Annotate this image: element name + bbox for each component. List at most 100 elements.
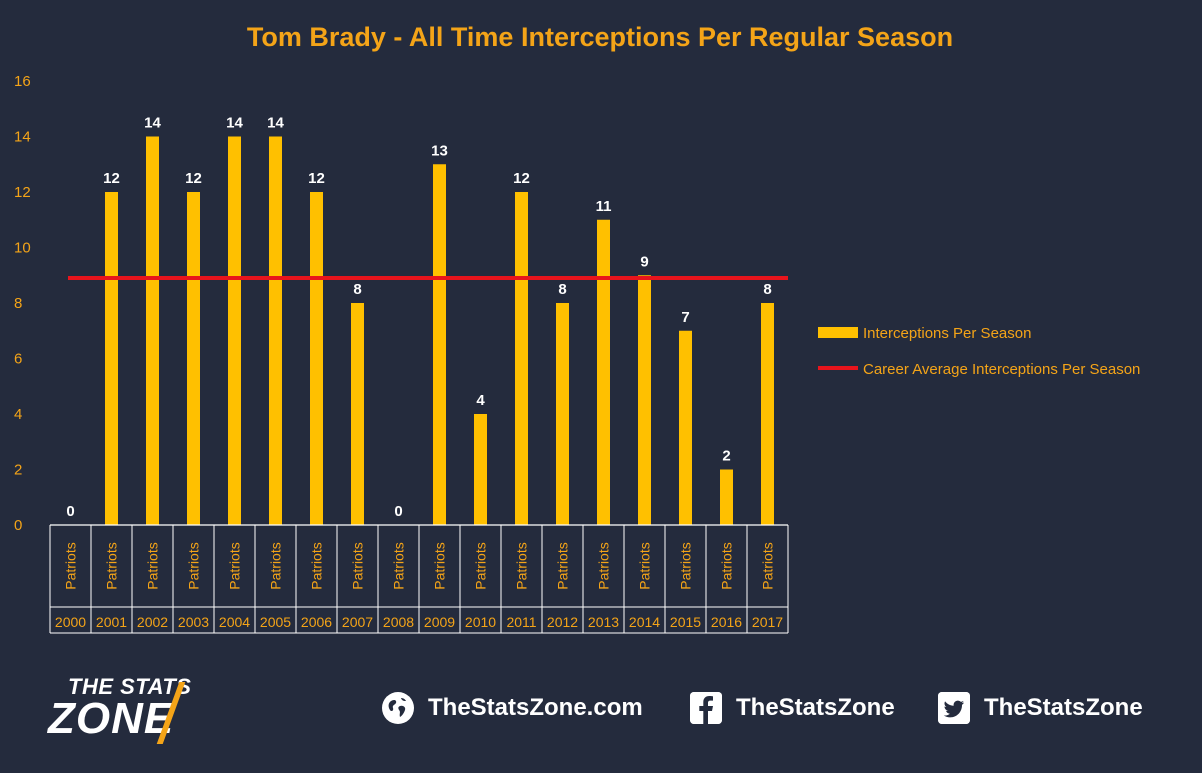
bar [597, 219, 610, 525]
year-label: 2015 [670, 614, 701, 630]
chart-title: Tom Brady - All Time Interceptions Per R… [247, 22, 953, 52]
y-tick-label: 6 [14, 351, 22, 368]
legend: Interceptions Per Season Career Average … [818, 325, 1140, 378]
year-label: 2017 [752, 614, 783, 630]
footer: THE STATS ZONE TheStatsZone.com TheStats… [0, 660, 1202, 760]
x-axis: Patriots 2000 Patriots 2001 Patriots 2002 Patr… [49, 524, 789, 634]
team-label: Patriots [473, 542, 489, 589]
stats-zone-logo: THE STATS ZONE [48, 674, 258, 746]
year-label: 2000 [55, 614, 86, 630]
bar [720, 469, 733, 525]
data-label: 8 [558, 281, 566, 298]
data-label: 12 [103, 170, 120, 187]
data-label: 0 [394, 503, 402, 520]
team-label: Patriots [760, 542, 776, 589]
y-tick-label: 10 [14, 240, 31, 257]
bar [556, 303, 569, 525]
data-label: 13 [431, 142, 448, 159]
year-label: 2013 [588, 614, 619, 630]
bar [679, 330, 692, 525]
team-label: Patriots [186, 542, 202, 589]
legend-label-interceptions: Interceptions Per Season [863, 325, 1031, 342]
year-label: 2005 [260, 614, 291, 630]
year-label: 2010 [465, 614, 496, 630]
bar [146, 136, 159, 525]
year-label: 2008 [383, 614, 414, 630]
team-label: Patriots [104, 542, 120, 589]
data-label: 12 [513, 170, 530, 187]
website-link[interactable]: TheStatsZone.com [382, 692, 643, 724]
bar [638, 275, 651, 525]
team-label: Patriots [678, 542, 694, 589]
data-label: 12 [185, 170, 202, 187]
legend-swatch-interceptions [818, 327, 858, 338]
year-label: 2016 [711, 614, 742, 630]
chart: Tom Brady - All Time Interceptions Per R… [14, 22, 1140, 634]
data-label: 11 [596, 198, 612, 215]
data-label: 8 [353, 281, 361, 298]
year-label: 2003 [178, 614, 209, 630]
globe-icon [382, 692, 414, 724]
bar [187, 192, 200, 525]
twitter-icon [938, 692, 970, 724]
facebook-link[interactable]: TheStatsZone [690, 692, 895, 724]
year-label: 2014 [629, 614, 660, 630]
y-tick-label: 2 [14, 462, 22, 479]
y-tick-label: 16 [14, 73, 31, 90]
year-label: 2006 [301, 614, 332, 630]
team-label: Patriots [63, 542, 79, 589]
team-label: Patriots [350, 542, 366, 589]
team-label: Patriots [309, 542, 325, 589]
data-label: 7 [681, 309, 689, 326]
data-label: 4 [476, 392, 485, 409]
team-label: Patriots [555, 542, 571, 589]
y-axis: 0 2 4 6 8 10 12 14 16 [14, 73, 31, 534]
team-label: Patriots [145, 542, 161, 589]
year-label: 2009 [424, 614, 455, 630]
y-tick-label: 4 [14, 406, 22, 423]
data-labels: 0 12 14 12 14 14 12 8 0 13 4 12 8 11 9 7 2 8 [66, 115, 771, 521]
facebook-icon [690, 692, 722, 724]
bar [269, 136, 282, 525]
data-label: 14 [267, 115, 284, 132]
bar [761, 303, 774, 525]
year-label: 2004 [219, 614, 250, 630]
team-label: Patriots [514, 542, 530, 589]
legend-label-career-average: Career Average Interceptions Per Season [863, 361, 1140, 378]
bar [105, 192, 118, 525]
year-label: 2001 [96, 614, 127, 630]
legend-swatch-career-average [818, 366, 858, 370]
y-tick-label: 12 [14, 184, 31, 201]
data-label: 12 [308, 170, 325, 187]
y-tick-label: 14 [14, 129, 31, 146]
team-label: Patriots [227, 542, 243, 589]
y-tick-label: 0 [14, 517, 22, 534]
bar [310, 192, 323, 525]
logo-text-bottom: ZONE [48, 694, 175, 743]
bar-series [105, 136, 774, 525]
twitter-label: TheStatsZone [984, 694, 1143, 721]
bar [351, 303, 364, 525]
bar [474, 414, 487, 525]
team-label: Patriots [268, 542, 284, 589]
team-label: Patriots [719, 542, 735, 589]
bar [228, 136, 241, 525]
data-label: 2 [722, 448, 730, 465]
data-label: 8 [763, 281, 771, 298]
twitter-link[interactable]: TheStatsZone [938, 692, 1143, 724]
data-label: 9 [640, 253, 648, 270]
logo-text-top: THE STATS [68, 674, 192, 699]
year-label: 2007 [342, 614, 373, 630]
team-label: Patriots [432, 542, 448, 589]
year-label: 2012 [547, 614, 578, 630]
data-label: 0 [66, 503, 74, 520]
data-label: 14 [226, 115, 243, 132]
year-label: 2011 [506, 614, 536, 630]
bar [515, 192, 528, 525]
data-label: 14 [144, 115, 161, 132]
team-label: Patriots [391, 542, 407, 589]
facebook-label: TheStatsZone [736, 694, 895, 721]
team-label: Patriots [596, 542, 612, 589]
bar [433, 164, 446, 525]
year-label: 2002 [137, 614, 168, 630]
